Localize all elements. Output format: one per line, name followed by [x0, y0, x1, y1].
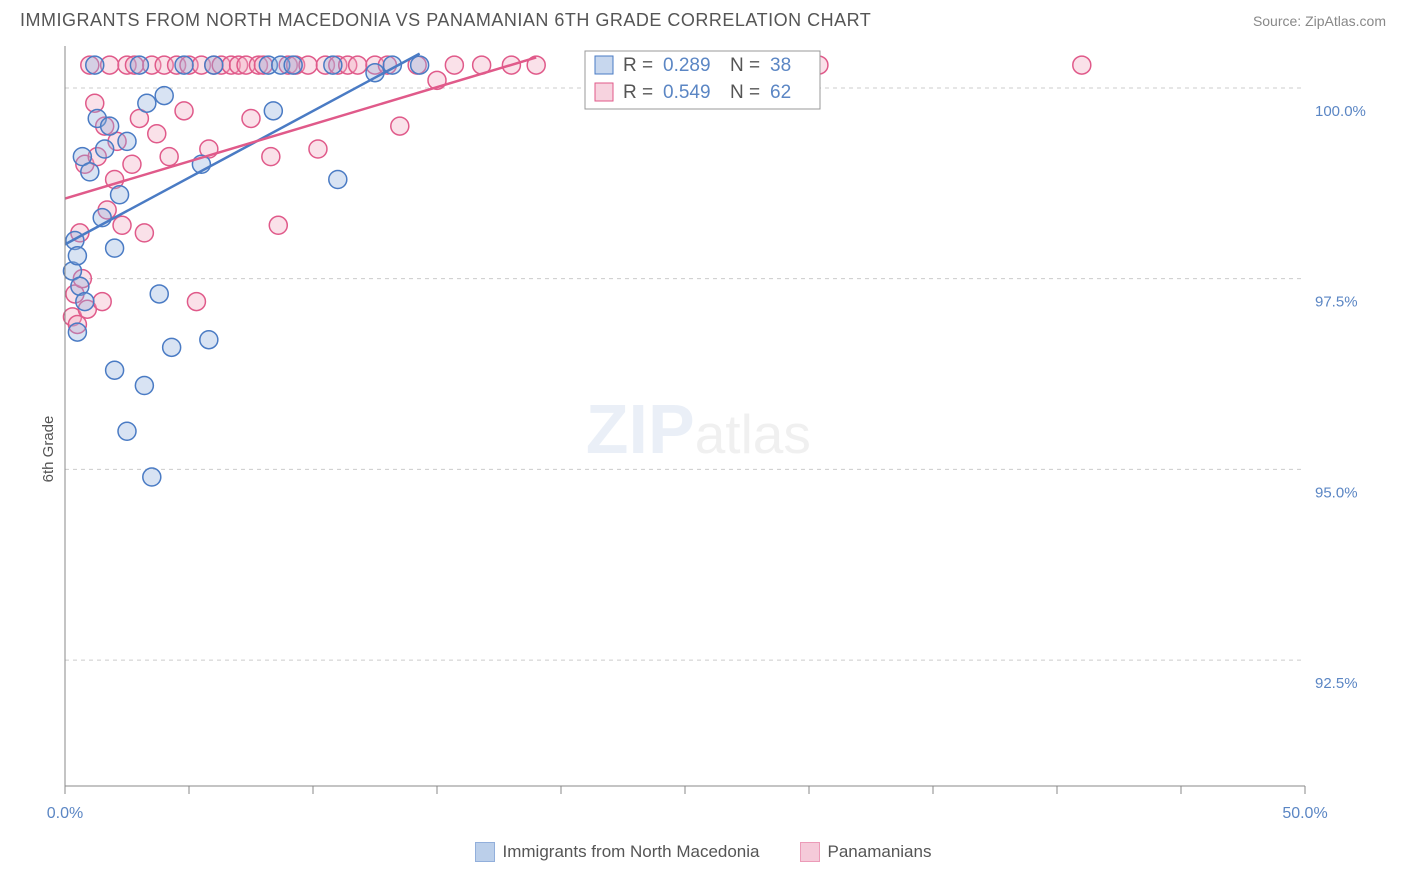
data-point — [113, 216, 131, 234]
legend-swatch — [800, 842, 820, 862]
data-point — [200, 331, 218, 349]
y-axis-label: 6th Grade — [40, 416, 57, 483]
legend-swatch — [595, 83, 613, 101]
data-point — [81, 163, 99, 181]
legend-n-value: 62 — [770, 82, 791, 103]
data-point — [150, 285, 168, 303]
legend-r-label: R = — [623, 82, 653, 103]
legend-item: Panamanians — [800, 842, 932, 862]
data-point — [106, 239, 124, 257]
data-point — [349, 56, 367, 74]
data-point — [309, 140, 327, 158]
data-point — [187, 293, 205, 311]
y-tick-label: 92.5% — [1315, 675, 1358, 692]
legend-r-value: 0.289 — [663, 55, 711, 76]
legend-n-label: N = — [730, 82, 760, 103]
watermark: ZIPatlas — [586, 390, 811, 468]
data-point — [68, 247, 86, 265]
data-point — [123, 155, 141, 173]
data-point — [135, 376, 153, 394]
data-point — [175, 102, 193, 120]
y-tick-label: 97.5% — [1315, 294, 1358, 311]
source-link[interactable]: ZipAtlas.com — [1305, 13, 1386, 29]
data-point — [324, 56, 342, 74]
data-point — [68, 323, 86, 341]
scatter-chart: 92.5% 95.0% 97.5% 100.0% ZIPatlas 0.0% 50.0% R … — [20, 36, 1380, 836]
data-point — [148, 125, 166, 143]
trend-line — [65, 57, 536, 198]
legend-n-value: 38 — [770, 55, 791, 76]
data-point — [96, 140, 114, 158]
y-tick-label: 95.0% — [1315, 484, 1358, 501]
data-point — [269, 216, 287, 234]
bottom-legend: Immigrants from North Macedonia Panamania… — [20, 842, 1386, 862]
data-point — [118, 422, 136, 440]
data-point — [143, 468, 161, 486]
data-point — [160, 148, 178, 166]
data-point — [130, 56, 148, 74]
legend-swatch — [595, 56, 613, 74]
legend-r-value: 0.549 — [663, 82, 711, 103]
data-point — [118, 132, 136, 150]
data-point — [111, 186, 129, 204]
data-point — [175, 56, 193, 74]
data-point — [163, 338, 181, 356]
y-tick-label: 100.0% — [1315, 103, 1366, 120]
legend-swatch — [475, 842, 495, 862]
legend-label: Panamanians — [828, 842, 932, 862]
data-point — [106, 361, 124, 379]
data-point — [262, 148, 280, 166]
data-point — [1073, 56, 1091, 74]
data-point — [76, 293, 94, 311]
x-tick-label: 0.0% — [47, 805, 83, 822]
data-point — [86, 56, 104, 74]
data-point — [411, 56, 429, 74]
data-point — [445, 56, 463, 74]
data-point — [93, 293, 111, 311]
data-point — [242, 109, 260, 127]
data-point — [329, 171, 347, 189]
data-point — [135, 224, 153, 242]
legend-n-label: N = — [730, 55, 760, 76]
data-point — [391, 117, 409, 135]
data-point — [155, 87, 173, 105]
legend-item: Immigrants from North Macedonia — [475, 842, 760, 862]
data-point — [264, 102, 282, 120]
source-label: Source: ZipAtlas.com — [1253, 13, 1386, 29]
legend-label: Immigrants from North Macedonia — [503, 842, 760, 862]
source-prefix: Source: — [1253, 13, 1305, 29]
data-point — [284, 56, 302, 74]
legend-r-label: R = — [623, 55, 653, 76]
x-tick-label: 50.0% — [1282, 805, 1327, 822]
data-point — [138, 94, 156, 112]
data-point — [101, 117, 119, 135]
chart-title: IMMIGRANTS FROM NORTH MACEDONIA VS PANAM… — [20, 10, 871, 31]
data-point — [205, 56, 223, 74]
